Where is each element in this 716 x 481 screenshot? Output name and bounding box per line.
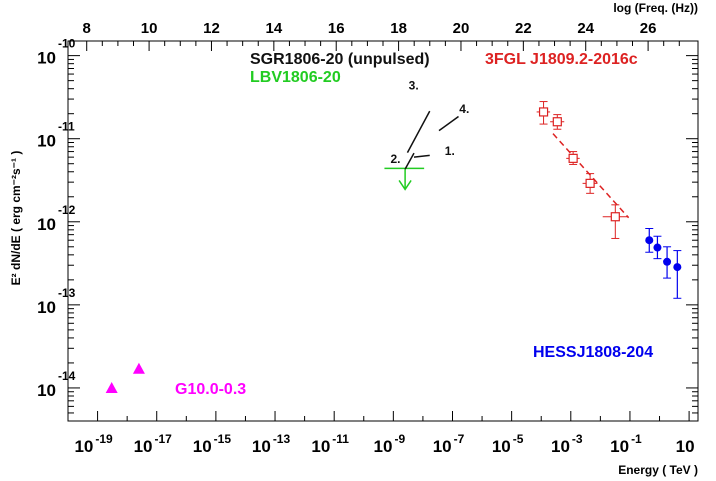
fermi-data-point xyxy=(611,213,619,221)
axis-ticks xyxy=(68,41,698,421)
top-tick-label: 16 xyxy=(328,20,345,37)
bottom-tick-labels: 10 -19 10 -17 10 -15 10 -13 10 -11 10 -9 10 -7 10 -5 10-… xyxy=(74,432,694,456)
fermi-data-point xyxy=(553,118,561,126)
top-tick-label: 22 xyxy=(515,20,532,37)
top-tick-label: 24 xyxy=(577,20,594,37)
hess-data-point xyxy=(673,263,681,271)
y-tick-exponent: -14 xyxy=(58,369,76,383)
y-tick-exponent: -10 xyxy=(58,37,76,51)
x-tick-label: 10 -13 xyxy=(252,432,291,456)
top-tick-labels: 8 10 12 14 16 18 20 22 24 26 xyxy=(83,20,657,37)
top-tick-label: 10 xyxy=(141,20,158,37)
y-tick-label: 10 xyxy=(37,381,56,400)
top-tick-label: 18 xyxy=(390,20,407,37)
sgr-segment-label: 1. xyxy=(445,144,455,158)
plot-frame xyxy=(68,41,698,421)
y-tick-exponent: -11 xyxy=(58,120,75,134)
y-tick-label: 10 xyxy=(37,215,56,234)
x-tick-label: 10 -11 xyxy=(311,432,349,456)
fermi-data-point xyxy=(540,108,548,116)
y-tick-exponent: -12 xyxy=(58,203,76,217)
fermi-data-point xyxy=(569,154,577,162)
series-label: 3FGL J1809.2-2016c xyxy=(485,51,638,68)
x-tick-label: 10 -15 xyxy=(193,432,232,456)
series-labels: SGR1806-20 (unpulsed)LBV1806-20 3FGL J180… xyxy=(175,51,653,398)
x-tick-label: 10 -5 xyxy=(492,432,524,456)
y-tick-label: 10 xyxy=(37,298,56,317)
top-tick-label: 14 xyxy=(265,20,282,37)
top-tick-label: 20 xyxy=(453,20,470,37)
sgr-spectrum-segment xyxy=(405,153,414,169)
top-tick-label: 26 xyxy=(640,20,657,37)
hess-data-point xyxy=(653,244,661,252)
y-axis-label: E² dN/dE ( erg cm⁻²s⁻¹ ) xyxy=(9,151,23,286)
y-tick-exponent: -13 xyxy=(58,286,76,300)
sgr-segment-label: 3. xyxy=(409,79,419,93)
x-tick-label: 10 -7 xyxy=(433,432,465,456)
series-label: LBV1806-20 xyxy=(250,69,341,86)
g10-data-point xyxy=(106,382,118,393)
sgr-segment-label: 4. xyxy=(459,102,469,116)
sgr-segment-label: 2. xyxy=(390,152,400,166)
hess-data-point xyxy=(645,236,653,244)
top-tick-label: 8 xyxy=(83,20,91,37)
x-axis-label: Energy ( TeV ) xyxy=(618,463,698,477)
x-tick-label: 10 xyxy=(676,437,695,456)
series-label: SGR1806-20 (unpulsed) xyxy=(250,51,430,68)
sgr-spectrum-segment xyxy=(439,117,459,131)
series-label: HESSJ1808-204 xyxy=(533,344,653,361)
y-tick-label: 10 xyxy=(37,49,56,68)
top-tick-label: 12 xyxy=(203,20,220,37)
x-tick-label: 10 -17 xyxy=(134,432,173,456)
x-tick-label: 10 -1 xyxy=(610,432,642,456)
series-label: G10.0-0.3 xyxy=(175,381,246,398)
g10-data-point xyxy=(133,363,145,374)
x-tick-label: 10 -19 xyxy=(74,432,113,456)
sgr-spectrum-segment xyxy=(414,155,430,157)
fermi-data-point xyxy=(586,179,594,187)
y-tick-label: 10 xyxy=(37,132,56,151)
x-tick-label: 10 -3 xyxy=(551,432,583,456)
sgr-spectrum-segment xyxy=(407,111,429,153)
x-tick-label: 10 -9 xyxy=(374,432,406,456)
hess-data-point xyxy=(663,258,671,266)
top-axis-label: log (Freq. (Hz)) xyxy=(613,1,698,15)
